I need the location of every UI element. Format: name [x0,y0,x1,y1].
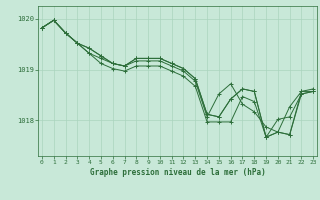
X-axis label: Graphe pression niveau de la mer (hPa): Graphe pression niveau de la mer (hPa) [90,168,266,177]
